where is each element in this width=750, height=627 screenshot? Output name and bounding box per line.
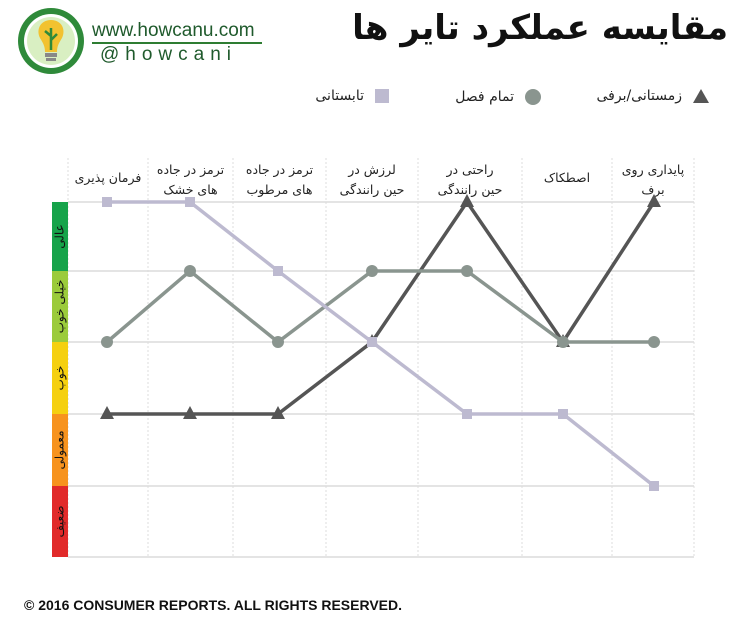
category-label: برف (641, 182, 664, 198)
data-point-marker (184, 265, 196, 277)
chart-title: مقایسه عملکرد تایر ها (352, 8, 728, 48)
legend-winter-label: زمستانی/برفی (596, 88, 682, 104)
category-label: ترمز در جاده (157, 162, 225, 178)
category-label: حین رانندگی (340, 182, 405, 198)
category-label: های مرطوب (247, 182, 313, 198)
category-label: های خشک (163, 182, 217, 197)
square-marker-icon (375, 89, 389, 103)
data-point-marker (367, 337, 377, 347)
data-point-marker (101, 336, 113, 348)
rating-band (52, 342, 68, 414)
rating-band (52, 271, 68, 342)
data-point-marker (558, 409, 568, 419)
copyright-footer: © 2016 CONSUMER REPORTS. ALL RIGHTS RESE… (24, 597, 403, 613)
data-point-marker (647, 194, 661, 207)
data-point-marker (461, 265, 473, 277)
howcanu-logo (18, 8, 84, 74)
rating-label: خیلی خوب (53, 280, 68, 334)
data-point-marker (185, 197, 195, 207)
category-label: فرمان پذیری (75, 170, 142, 186)
data-point-marker (271, 406, 285, 419)
legend-summer-label: تابستانی (315, 88, 364, 104)
data-point-marker (102, 197, 112, 207)
data-point-marker (648, 336, 660, 348)
circle-marker-icon (525, 89, 541, 105)
category-label: ترمز در جاده (246, 162, 314, 178)
rating-label: معمولی (53, 430, 68, 469)
data-point-marker (100, 406, 114, 419)
rating-label: عالی (53, 224, 67, 248)
data-point-marker (649, 481, 659, 491)
website-url: www.howcanu.com (92, 20, 255, 41)
legend-allseason: تمام فصل (455, 88, 542, 106)
data-point-marker (460, 194, 474, 207)
rating-label: خوب (53, 366, 68, 391)
data-point-marker (366, 265, 378, 277)
website-underline (92, 42, 262, 44)
category-label: اصطکاک (544, 170, 590, 185)
rating-band (52, 202, 68, 271)
data-point-marker (183, 406, 197, 419)
rating-band (52, 414, 68, 486)
legend-allseason-label: تمام فصل (455, 89, 514, 105)
rating-band (52, 486, 68, 557)
category-label: حین رانندگی (438, 182, 503, 198)
rating-label: ضعیف (53, 505, 67, 537)
data-point-marker (273, 266, 283, 276)
series-line (107, 200, 656, 488)
category-label: لرزش در (347, 162, 396, 178)
data-point-marker (272, 336, 284, 348)
category-label: راحتی در (445, 162, 493, 178)
data-point-marker (462, 409, 472, 419)
data-point-marker (557, 336, 569, 348)
legend-winter: زمستانی/برفی (596, 88, 710, 104)
legend-summer: تابستانی (315, 88, 390, 104)
series-line (107, 198, 656, 416)
social-handle: @howcani (100, 44, 237, 65)
category-label: پایداری روی (622, 162, 685, 178)
triangle-marker-icon (693, 89, 709, 103)
